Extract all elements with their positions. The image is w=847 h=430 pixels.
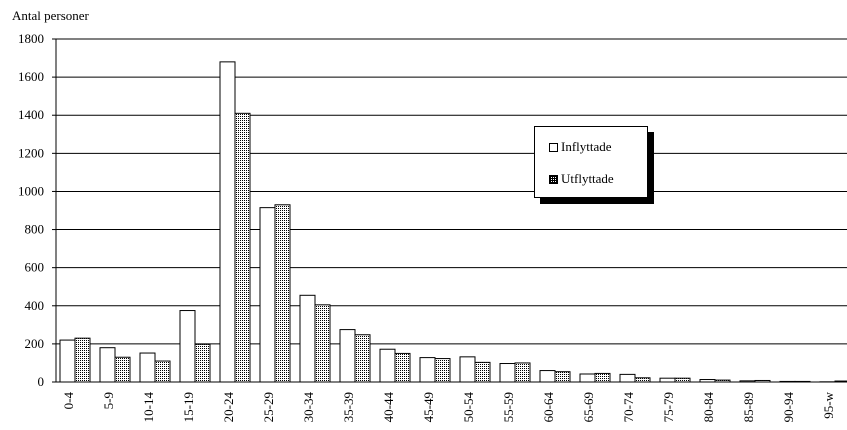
bar-inflyttade-20-24 — [219, 61, 236, 383]
bar-utflyttade-35-39 — [354, 334, 371, 383]
x-tick-label: 75-79 — [661, 392, 676, 422]
bar-inflyttade-30-34 — [299, 294, 316, 383]
bar-utflyttade-70-74 — [634, 377, 651, 383]
x-axis-labels: 0-4 5-9 10-14 15-19 20-24 25-29 30-34 35-39 40-4… — [61, 391, 836, 422]
bar-utflyttade-5-9 — [114, 356, 131, 383]
x-tick-label: 0-4 — [61, 392, 76, 410]
legend-item-inflyttade: Inflyttade — [549, 139, 612, 155]
x-tick-label: 5-9 — [101, 392, 116, 409]
bar-inflyttade-35-39 — [339, 329, 356, 383]
bar-utflyttade-40-44 — [394, 352, 411, 383]
bar-inflyttade-60-64 — [539, 370, 556, 383]
legend-label-utflyttade: Utflyttade — [561, 171, 614, 186]
bar-inflyttade-10-14 — [139, 352, 156, 383]
legend-swatch-inflyttade — [549, 142, 558, 152]
x-tick-label: 70-74 — [621, 392, 636, 423]
x-tick-label: 10-14 — [141, 392, 156, 423]
x-tick-label: 45-49 — [421, 392, 436, 422]
x-tick-label: 55-59 — [501, 392, 516, 422]
y-tick-label: 1200 — [18, 145, 44, 160]
bar-inflyttade-0-4 — [59, 339, 76, 383]
bar-utflyttade-65-69 — [594, 372, 611, 383]
bar-utflyttade-60-64 — [554, 371, 571, 383]
y-axis-ticks: 0 200 400 600 800 1000 1200 1400 1600 1800 — [18, 31, 56, 389]
x-tick-label: 15-19 — [181, 392, 196, 422]
y-tick-label: 400 — [25, 298, 45, 313]
bar-inflyttade-50-54 — [459, 356, 476, 383]
x-tick-label: 35-39 — [341, 392, 356, 422]
x-tick-label: 40-44 — [381, 392, 396, 423]
x-tick-label: 85-89 — [741, 392, 756, 422]
bar-inflyttade-65-69 — [579, 373, 596, 383]
x-tick-label: 20-24 — [221, 392, 236, 423]
bar-inflyttade-70-74 — [619, 373, 636, 383]
bar-utflyttade-0-4 — [74, 337, 91, 383]
bar-inflyttade-25-29 — [259, 207, 276, 383]
bar-utflyttade-30-34 — [314, 304, 331, 383]
bar-inflyttade-45-49 — [419, 357, 436, 383]
bar-utflyttade-25-29 — [274, 204, 291, 383]
y-tick-label: 1400 — [18, 107, 44, 122]
legend-label-inflyttade: Inflyttade — [561, 139, 612, 154]
bar-utflyttade-50-54 — [474, 361, 491, 383]
x-tick-label: 50-54 — [461, 392, 476, 423]
bar-utflyttade-20-24 — [234, 112, 251, 383]
x-tick-label: 80-84 — [701, 392, 716, 423]
x-tick-label: 25-29 — [261, 392, 276, 422]
bar-inflyttade-55-59 — [499, 363, 516, 383]
y-tick-label: 800 — [25, 222, 45, 237]
legend-item-utflyttade: Utflyttade — [549, 171, 614, 187]
bar-inflyttade-5-9 — [99, 347, 116, 383]
bar-inflyttade-40-44 — [379, 348, 396, 383]
x-tick-label: 90-94 — [781, 392, 796, 423]
x-tick-label: 95-w — [821, 391, 836, 418]
bar-utflyttade-45-49 — [434, 358, 451, 383]
bar-utflyttade-75-79 — [674, 377, 691, 383]
y-tick-label: 1800 — [18, 31, 44, 46]
bar-inflyttade-75-79 — [659, 377, 676, 383]
bar-inflyttade-15-19 — [179, 310, 196, 383]
y-axis-title: Antal personer — [12, 8, 89, 23]
x-tick-label: 30-34 — [301, 392, 316, 423]
bar-utflyttade-10-14 — [154, 360, 171, 383]
y-tick-label: 1000 — [18, 183, 44, 198]
bar-utflyttade-55-59 — [514, 362, 531, 383]
legend: Inflyttade Utflyttade — [534, 126, 648, 198]
legend-swatch-utflyttade — [549, 174, 558, 184]
y-tick-label: 200 — [25, 336, 45, 351]
gridlines — [56, 38, 847, 345]
y-tick-label: 0 — [38, 374, 45, 389]
x-tick-label: 65-69 — [581, 392, 596, 422]
bars — [59, 61, 847, 383]
bar-utflyttade-15-19 — [194, 343, 211, 383]
x-tick-label: 60-64 — [541, 392, 556, 423]
y-tick-label: 600 — [25, 260, 45, 275]
y-tick-label: 1600 — [18, 69, 44, 84]
